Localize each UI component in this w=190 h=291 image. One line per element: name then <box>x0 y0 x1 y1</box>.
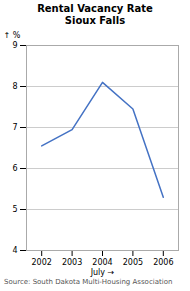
svg-text:8: 8 <box>12 82 17 91</box>
svg-text:5: 5 <box>12 205 17 214</box>
svg-text:2006: 2006 <box>153 258 173 267</box>
svg-text:9: 9 <box>12 41 17 50</box>
svg-text:2002: 2002 <box>32 258 52 267</box>
svg-text:↑ %: ↑ % <box>4 31 21 40</box>
html-text:Rental Vacancy Rate: Rental Vacancy Rate <box>37 3 153 14</box>
html-text:Sioux Falls: Sioux Falls <box>64 15 126 26</box>
svg-text:2003: 2003 <box>62 258 82 267</box>
svg-text:July →: July → <box>90 268 115 277</box>
html-text:Source: South Dakota Multi-Hou: Source: South Dakota Multi-Housing Assoc… <box>4 278 173 286</box>
svg-text:6: 6 <box>12 164 17 173</box>
svg-text:2005: 2005 <box>123 258 143 267</box>
svg-text:7: 7 <box>12 123 17 132</box>
svg-text:4: 4 <box>12 246 17 255</box>
svg-text:2004: 2004 <box>92 258 112 267</box>
